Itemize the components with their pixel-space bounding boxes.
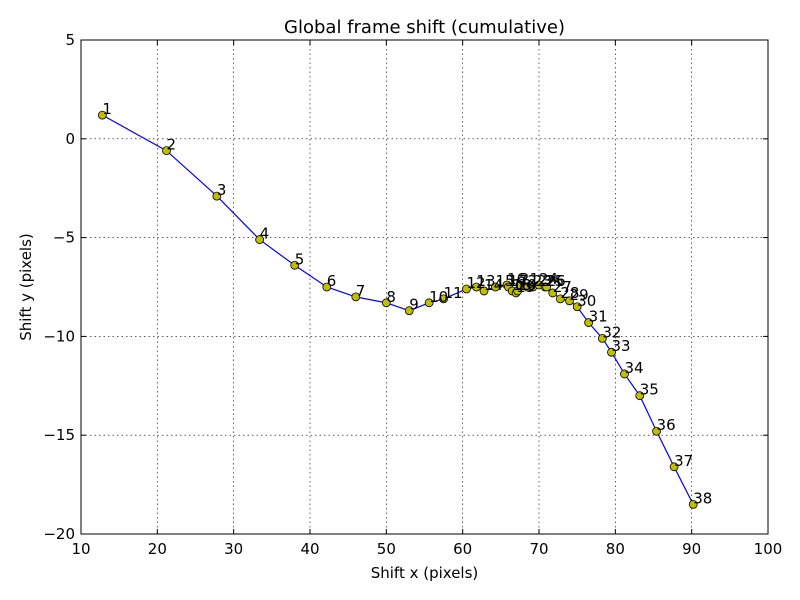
data-point-label: 27 (553, 278, 572, 296)
data-point-label: 16 (507, 270, 526, 288)
data-point-label: 37 (674, 452, 693, 470)
data-point-label: 11 (444, 284, 463, 302)
data-point-marker (669, 462, 679, 472)
data-point-label: 22 (528, 272, 547, 290)
data-point-marker (462, 284, 471, 294)
x-tick-label: 40 (300, 540, 319, 558)
data-point-label: 34 (624, 359, 643, 377)
y-tick-label: −10 (43, 327, 75, 345)
x-tick-label: 90 (682, 540, 701, 558)
data-point-label: 19 (516, 278, 535, 296)
data-point-marker (584, 318, 594, 327)
data-point-marker (572, 302, 582, 312)
data-point-label: 25 (545, 272, 564, 290)
x-tick-label: 10 (71, 540, 90, 558)
data-point-marker (322, 282, 332, 292)
data-point-marker (548, 288, 558, 298)
y-tick-label: −20 (43, 525, 75, 543)
data-point-marker (542, 282, 552, 292)
data-point-label: 12 (466, 274, 485, 292)
data-point-label: 32 (602, 323, 621, 341)
y-tick-label: 0 (65, 130, 75, 148)
data-point-marker (652, 426, 661, 436)
data-point-marker (620, 369, 629, 379)
data-point-marker (479, 286, 489, 296)
data-point-label: 33 (612, 337, 631, 355)
data-point-marker (162, 146, 171, 156)
plot-background (81, 40, 768, 534)
x-tick-label: 100 (754, 540, 783, 558)
data-point-marker (439, 294, 448, 304)
data-point-label: 31 (589, 308, 608, 326)
data-point-marker (472, 282, 481, 292)
plot-frame (80, 39, 769, 535)
data-point-label: 18 (512, 276, 531, 294)
data-point-label: 36 (657, 416, 676, 434)
data-point-label: 4 (260, 225, 270, 243)
chart-title: Global frame shift (cumulative) (284, 17, 565, 38)
data-point-marker (290, 260, 300, 270)
data-point-marker (635, 391, 645, 401)
data-point-label: 8 (386, 288, 396, 306)
data-point-label: 9 (409, 296, 419, 314)
y-tick-label: −5 (53, 229, 75, 247)
data-point-label: 23 (533, 272, 552, 290)
data-point-label: 13 (476, 272, 495, 290)
data-point-marker (381, 298, 391, 308)
data-point-marker (607, 347, 616, 357)
y-tick-label: 5 (65, 31, 75, 49)
x-tick-labels: 10 20 30 40 50 60 70 80 90 100 (71, 540, 782, 558)
data-point-label: 35 (640, 381, 659, 399)
data-point-label: 15 (495, 272, 514, 290)
data-point-label: 29 (570, 286, 589, 304)
data-point-label: 2 (166, 136, 176, 154)
x-tick-label: 80 (606, 540, 625, 558)
data-point-marker (555, 294, 565, 304)
data-point-label: 14 (484, 276, 503, 294)
data-point-label: 6 (327, 272, 337, 290)
data-point-marker (424, 298, 434, 308)
data-point-label: 20 (518, 276, 537, 294)
data-point-label: 5 (295, 250, 305, 268)
data-point-label: 21 (520, 270, 539, 288)
x-tick-label: 30 (224, 540, 243, 558)
data-point-label: 24 (539, 270, 558, 288)
x-axis-label: Shift x (pixels) (371, 564, 479, 582)
x-tick-label: 60 (453, 540, 472, 558)
x-tick-label: 50 (377, 540, 396, 558)
data-point-marker (404, 306, 414, 316)
x-tick-label: 20 (148, 540, 167, 558)
data-point-label: 10 (429, 288, 448, 306)
data-markers (97, 110, 698, 509)
data-point-marker (351, 292, 361, 302)
y-tick-labels: −20 −15 −10 −5 0 5 (43, 31, 75, 543)
data-point-marker (597, 333, 607, 343)
data-point-label: 3 (217, 181, 227, 199)
data-point-marker (212, 191, 222, 201)
data-point-label: 28 (560, 284, 579, 302)
data-point-marker (688, 499, 698, 509)
data-point-marker (255, 235, 265, 244)
data-point-label: 26 (547, 272, 566, 290)
data-point-label: 30 (577, 292, 596, 310)
data-point-label: 38 (693, 489, 712, 507)
y-axis-label: Shift y (pixels) (17, 233, 35, 341)
x-tick-label: 70 (529, 540, 548, 558)
data-point-label: 1 (102, 100, 112, 118)
data-point-marker (565, 296, 574, 306)
y-tick-label: −15 (43, 426, 75, 444)
data-point-label: 7 (356, 282, 366, 300)
data-point-marker (97, 110, 107, 120)
data-point-marker (491, 282, 500, 292)
data-point-label: 17 (508, 272, 527, 290)
